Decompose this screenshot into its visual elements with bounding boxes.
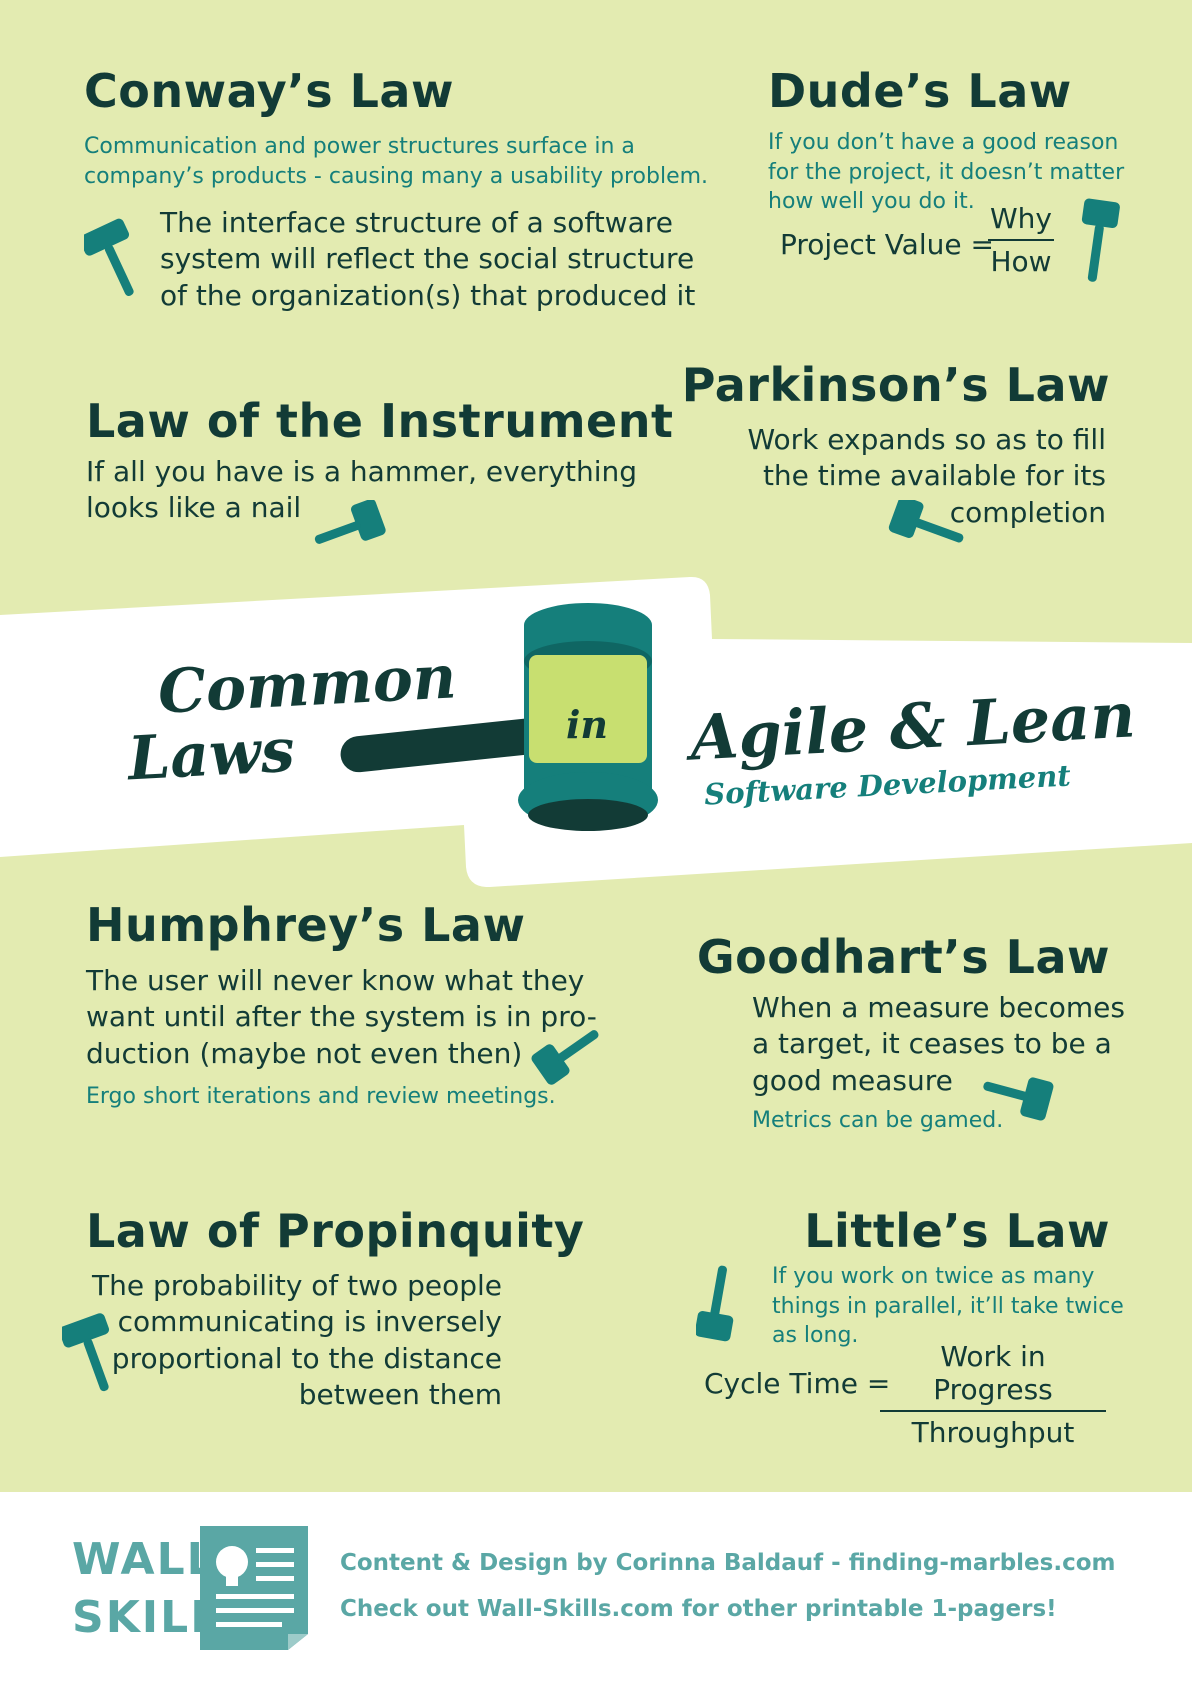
conway-title: Conway’s Law <box>84 64 454 118</box>
conway-body-line: system will reflect the social structure <box>160 242 695 276</box>
conway-subtitle-line: Communication and power structures surfa… <box>84 134 635 159</box>
gavel-icon <box>62 1313 110 1392</box>
humphrey-body-line: duction (maybe not even then) <box>86 1036 523 1070</box>
propinquity-body-line: proportional to the distance <box>111 1341 502 1375</box>
dude-numerator: Why <box>988 202 1054 241</box>
instrument-body-line: looks like a nail <box>86 491 302 525</box>
little-denominator: Throughput <box>911 1416 1075 1449</box>
propinquity-body-line: communicating is inversely <box>117 1305 502 1339</box>
propinquity-title: Law of Propinquity <box>86 1204 585 1258</box>
dude-title: Dude’s Law <box>768 64 1072 118</box>
conway-subtitle: Communication and power structures surfa… <box>84 132 708 191</box>
dude-subtitle-line: for the project, it doesn’t matter <box>768 159 1125 185</box>
footer: WALL- SKILLS Content & Design by Corinna… <box>0 1492 1192 1685</box>
goodhart-body-line: When a measure becomes <box>752 991 1125 1024</box>
footer-promo: Check out Wall-Skills.com for other prin… <box>340 1596 1057 1622</box>
gavel-icon <box>888 500 964 543</box>
humphrey-title: Humphrey’s Law <box>86 898 526 952</box>
little-subtitle-line: things in parallel, it’ll take twice <box>772 1293 1124 1319</box>
humphrey-body-line: want until after the system is in pro- <box>86 1000 597 1034</box>
propinquity-body-line: The probability of two people <box>92 1269 502 1302</box>
instrument-body-line: If all you have is a hammer, everything <box>86 455 638 488</box>
goodhart-title: Goodhart’s Law <box>696 930 1110 984</box>
little-subtitle-line: If you work on twice as many <box>772 1264 1095 1289</box>
banner-gavel-band <box>529 655 647 763</box>
goodhart-body: When a measure becomes a target, it ceas… <box>752 990 1125 1099</box>
goodhart-body-line: good measure <box>752 1063 953 1097</box>
little-formula-label: Cycle Time = <box>704 1367 891 1400</box>
goodhart-subtitle: Metrics can be gamed. <box>752 1108 1004 1133</box>
little-title: Little’s Law <box>804 1204 1110 1258</box>
little-subtitle: If you work on twice as many things in p… <box>772 1262 1124 1351</box>
instrument-body: If all you have is a hammer, everything … <box>86 454 637 527</box>
banner-laws: Laws <box>126 715 297 795</box>
dude-fraction: Why How <box>988 202 1054 278</box>
humphrey-subtitle: Ergo short iterations and review meeting… <box>86 1084 556 1109</box>
dude-subtitle: If you don’t have a good reason for the … <box>768 128 1124 217</box>
dude-subtitle-line: how well you do it. <box>768 189 975 215</box>
little-numerator: Work in Progress <box>880 1340 1106 1412</box>
dude-subtitle-line: If you don’t have a good reason <box>768 130 1119 155</box>
parkinson-body-line: Work expands so as to fill <box>747 423 1106 456</box>
little-subtitle-line: as long. <box>772 1323 859 1349</box>
gavel-icon <box>531 1030 599 1085</box>
gavel-icon <box>1081 198 1120 282</box>
conway-body: The interface structure of a software sy… <box>160 205 695 314</box>
parkinson-body: Work expands so as to fill the time avai… <box>747 422 1106 531</box>
propinquity-body: The probability of two people communicat… <box>92 1268 502 1414</box>
parkinson-body-line: the time available for its <box>762 459 1106 493</box>
parkinson-body-line: completion <box>949 495 1106 529</box>
dude-denominator: How <box>990 245 1052 278</box>
instrument-title: Law of the Instrument <box>86 394 674 448</box>
parkinson-title: Parkinson’s Law <box>681 358 1110 412</box>
gavel-icon <box>983 1077 1054 1121</box>
propinquity-body-line: between them <box>298 1378 502 1412</box>
banner <box>0 576 1192 887</box>
banner-in: in <box>566 702 609 747</box>
footer-credit: Content & Design by Corinna Baldauf - fi… <box>340 1550 1116 1576</box>
conway-body-line: of the organization(s) that produced it <box>160 278 696 312</box>
little-fraction: Work in Progress Throughput <box>880 1340 1106 1449</box>
conway-body-line: The interface structure of a software <box>160 206 673 239</box>
humphrey-body: The user will never know what they want … <box>86 963 597 1072</box>
document-icon <box>200 1526 308 1650</box>
goodhart-body-line: a target, it ceases to be a <box>752 1027 1112 1061</box>
conway-subtitle-line: company’s products - causing many a usab… <box>84 163 709 189</box>
dude-formula-label: Project Value = <box>780 228 994 261</box>
gavel-icon <box>696 1265 734 1342</box>
humphrey-body-line: The user will never know what they <box>86 964 585 997</box>
gavel-icon <box>84 218 134 296</box>
gavel-icon <box>314 500 386 544</box>
banner-gavel-base <box>528 799 648 831</box>
